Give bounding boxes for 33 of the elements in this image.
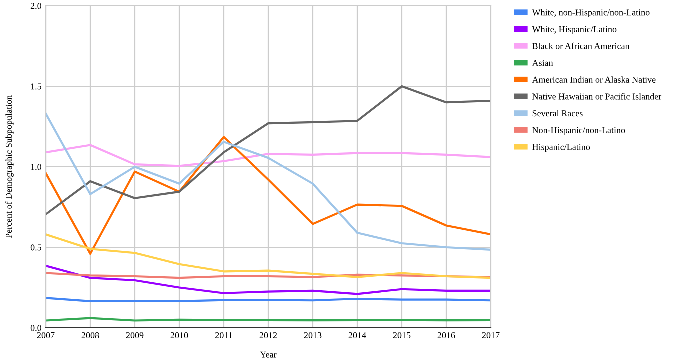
legend-label: Black or African American [532,42,630,50]
legend-label: White, non-Hispanic/non-Latino [532,9,650,18]
y-tick-label: 1.5 [31,84,42,90]
legend-label: Non-Hispanic/non-Latino [532,127,626,136]
x-tick-label: 2013 [304,332,322,339]
line-series [46,264,491,296]
x-tick-label: 2017 [482,332,500,339]
legend-label: Native Hawaiian or Pacific Islander [532,93,662,100]
x-axis-title: Year [260,352,277,358]
legend-label: White, Hispanic/Latino [532,26,617,34]
x-tick-label: 2009 [126,332,144,339]
y-tick-label: 1.0 [31,164,42,170]
x-tick-label: 2014 [348,332,366,339]
legend-label: Asian [532,60,554,66]
line-series [46,136,491,255]
x-tick-label: 2016 [438,332,456,339]
y-tick-label: 0.5 [30,244,42,251]
y-tick-label: 2.0 [30,3,42,10]
y-tick-label: 0.0 [30,325,42,332]
x-tick-label: 2012 [260,332,278,339]
x-tick-label: 2015 [393,332,411,339]
line-series [46,144,491,168]
line-series [46,85,491,216]
x-tick-label: 2008 [82,332,100,339]
legend-label: Hispanic/Latino [532,144,590,152]
x-tick-label: 2007 [37,332,55,339]
line-series [46,234,491,280]
line-series [46,112,491,251]
legend-label: American Indian or Alaska Native [532,76,656,83]
x-tick-label: 2010 [170,332,188,339]
y-axis-title: Percent of Demographic Subpopulation [6,96,14,238]
legend-label: Several Races [532,110,583,117]
x-tick-label: 2011 [216,332,232,339]
